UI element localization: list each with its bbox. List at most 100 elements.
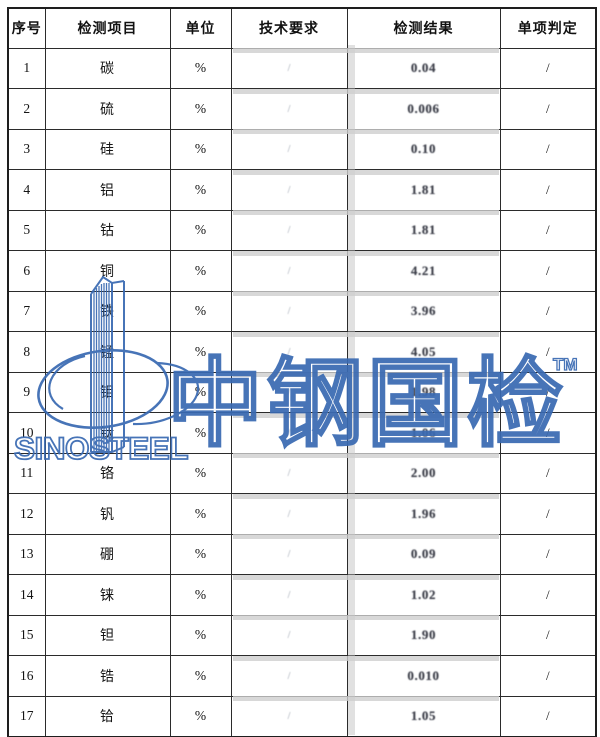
- item-cell: 铬: [44, 452, 171, 494]
- judgment-cell: /: [499, 493, 597, 535]
- item-cell: 铜: [44, 250, 171, 292]
- requirement-cell: /: [230, 47, 348, 89]
- unit-cell: %: [169, 128, 232, 170]
- table-row: 6 铜 % / 4.21 /: [7, 250, 597, 292]
- item-cell: 铪: [44, 695, 171, 737]
- table-row: 15 钽 % / 1.90 /: [7, 614, 597, 656]
- requirement-cell: /: [230, 533, 348, 575]
- table-row: 9 钼 % / 1.98 /: [7, 371, 597, 413]
- row-number-cell: 1: [7, 47, 46, 89]
- unit-cell: %: [169, 614, 232, 656]
- item-cell: 钽: [44, 614, 171, 656]
- row-number-cell: 2: [7, 88, 46, 130]
- unit-cell: %: [169, 533, 232, 575]
- item-cell: 碳: [44, 47, 171, 89]
- item-cell: 铁: [44, 290, 171, 332]
- requirement-cell: /: [230, 493, 348, 535]
- judgment-cell: /: [499, 88, 597, 130]
- row-number-cell: 8: [7, 331, 46, 373]
- column-header-unit: 单位: [169, 7, 232, 49]
- judgment-cell: /: [499, 209, 597, 251]
- unit-cell: %: [169, 695, 232, 737]
- judgment-cell: /: [499, 331, 597, 373]
- unit-cell: %: [169, 412, 232, 454]
- requirement-cell: /: [230, 412, 348, 454]
- judgment-cell: /: [499, 695, 597, 737]
- unit-cell: %: [169, 209, 232, 251]
- result-cell: 1.05: [346, 695, 501, 737]
- requirement-cell: /: [230, 290, 348, 332]
- column-header-item: 检测项目: [44, 7, 171, 49]
- judgment-cell: /: [499, 412, 597, 454]
- inspection-results-table: 序号 检测项目 单位 技术要求 检测结果 单项判定 1 碳 % / 0.04 /…: [7, 7, 597, 737]
- table-row: 16 锆 % / 0.010 /: [7, 655, 597, 697]
- item-cell: 钴: [44, 209, 171, 251]
- requirement-cell: /: [230, 169, 348, 211]
- judgment-cell: /: [499, 371, 597, 413]
- requirement-cell: /: [230, 88, 348, 130]
- row-number-cell: 17: [7, 695, 46, 737]
- item-cell: 铼: [44, 574, 171, 616]
- requirement-cell: /: [230, 331, 348, 373]
- unit-cell: %: [169, 88, 232, 130]
- item-cell: 铝: [44, 169, 171, 211]
- table-row: 2 硫 % / 0.006 /: [7, 88, 597, 130]
- result-cell: 1.81: [346, 209, 501, 251]
- table-row: 10 钛 % / 1.06 /: [7, 412, 597, 454]
- judgment-cell: /: [499, 290, 597, 332]
- result-cell: 4.05: [346, 331, 501, 373]
- column-header-requirement: 技术要求: [230, 7, 348, 49]
- requirement-cell: /: [230, 128, 348, 170]
- table-row: 7 铁 % / 3.96 /: [7, 290, 597, 332]
- judgment-cell: /: [499, 574, 597, 616]
- result-cell: 0.010: [346, 655, 501, 697]
- table-row: 11 铬 % / 2.00 /: [7, 452, 597, 494]
- unit-cell: %: [169, 452, 232, 494]
- unit-cell: %: [169, 493, 232, 535]
- column-header-index: 序号: [7, 7, 46, 49]
- result-cell: 0.09: [346, 533, 501, 575]
- requirement-cell: /: [230, 371, 348, 413]
- result-cell: 2.00: [346, 452, 501, 494]
- unit-cell: %: [169, 250, 232, 292]
- row-number-cell: 4: [7, 169, 46, 211]
- column-header-judgment: 单项判定: [499, 7, 597, 49]
- result-cell: 0.006: [346, 88, 501, 130]
- table-row: 14 铼 % / 1.02 /: [7, 574, 597, 616]
- table-row: 4 铝 % / 1.81 /: [7, 169, 597, 211]
- table-row: 17 铪 % / 1.05 /: [7, 695, 597, 737]
- requirement-cell: /: [230, 655, 348, 697]
- row-number-cell: 3: [7, 128, 46, 170]
- requirement-cell: /: [230, 614, 348, 656]
- result-cell: 3.96: [346, 290, 501, 332]
- item-cell: 锆: [44, 655, 171, 697]
- requirement-cell: /: [230, 574, 348, 616]
- unit-cell: %: [169, 331, 232, 373]
- row-number-cell: 12: [7, 493, 46, 535]
- item-cell: 锰: [44, 331, 171, 373]
- result-cell: 1.96: [346, 493, 501, 535]
- judgment-cell: /: [499, 533, 597, 575]
- row-number-cell: 10: [7, 412, 46, 454]
- result-cell: 0.10: [346, 128, 501, 170]
- column-header-result: 检测结果: [346, 7, 501, 49]
- result-cell: 1.90: [346, 614, 501, 656]
- requirement-cell: /: [230, 250, 348, 292]
- table-row: 12 钒 % / 1.96 /: [7, 493, 597, 535]
- table-row: 8 锰 % / 4.05 /: [7, 331, 597, 373]
- result-cell: 1.06: [346, 412, 501, 454]
- item-cell: 硫: [44, 88, 171, 130]
- table-header-row: 序号 检测项目 单位 技术要求 检测结果 单项判定: [7, 7, 597, 49]
- table-row: 5 钴 % / 1.81 /: [7, 209, 597, 251]
- row-number-cell: 7: [7, 290, 46, 332]
- table-row: 1 碳 % / 0.04 /: [7, 47, 597, 89]
- unit-cell: %: [169, 655, 232, 697]
- result-cell: 1.81: [346, 169, 501, 211]
- judgment-cell: /: [499, 452, 597, 494]
- unit-cell: %: [169, 290, 232, 332]
- judgment-cell: /: [499, 614, 597, 656]
- item-cell: 硼: [44, 533, 171, 575]
- judgment-cell: /: [499, 169, 597, 211]
- table-row: 3 硅 % / 0.10 /: [7, 128, 597, 170]
